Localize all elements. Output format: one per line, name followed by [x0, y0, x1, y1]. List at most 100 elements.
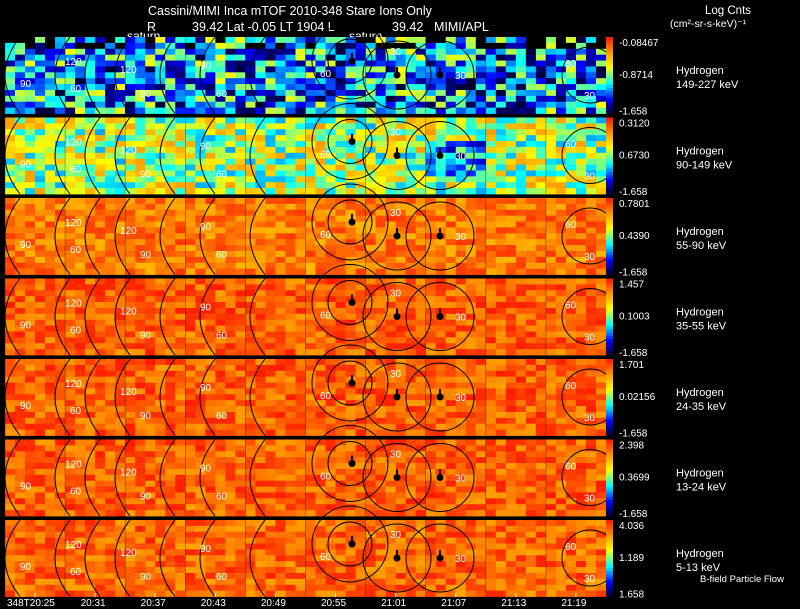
- pixel-cell: [195, 129, 206, 136]
- pixel-cell: [505, 290, 517, 297]
- pixel-cell: [545, 262, 557, 270]
- pixel-cell: [485, 221, 497, 228]
- pixel-cell: [255, 188, 266, 195]
- pixel-cell: [455, 48, 467, 56]
- pixel-cell: [35, 198, 46, 205]
- pixel-cell: [445, 474, 457, 482]
- pixel-cell: [165, 388, 176, 395]
- pixel-cell: [95, 331, 106, 338]
- pixel-cell: [265, 135, 276, 142]
- contour-line: [199, 197, 216, 275]
- pixel-cell: [575, 203, 587, 211]
- pixel-cell: [5, 394, 16, 401]
- pixel-cell: [45, 337, 56, 344]
- pixel-cell: [315, 382, 326, 389]
- pixel-cell: [75, 319, 86, 326]
- pixel-cell: [355, 439, 366, 446]
- pixel-cell: [415, 146, 427, 154]
- pixel-cell: [155, 215, 166, 222]
- pixel-cell: [475, 141, 487, 148]
- pixel-cell: [215, 451, 226, 458]
- pixel-cell: [345, 203, 356, 211]
- pixel-cell: [555, 376, 567, 383]
- pixel-cell: [385, 457, 397, 464]
- pixel-cell: [205, 429, 216, 436]
- pixel-cell: [285, 146, 296, 154]
- pixel-cell: [375, 198, 387, 205]
- pixel-cell: [555, 364, 567, 372]
- pixel-cell: [185, 164, 196, 171]
- pixel-cell: [185, 331, 196, 338]
- pixel-cell: [485, 188, 497, 195]
- pixel-cell: [565, 262, 577, 270]
- pixel-cell: [585, 170, 597, 177]
- pixel-cell: [565, 188, 577, 195]
- pixel-cell: [275, 215, 286, 222]
- image-frame: [365, 439, 427, 517]
- pixel-cell: [55, 84, 66, 91]
- pixel-cell: [325, 423, 336, 431]
- pixel-cell: [295, 319, 306, 326]
- pixel-cell: [175, 463, 186, 470]
- pixel-cell: [475, 429, 487, 436]
- pixel-cell: [275, 313, 286, 321]
- pixel-cell: [105, 268, 116, 275]
- pixel-cell: [335, 302, 346, 309]
- pixel-cell: [75, 233, 86, 240]
- contour-ring: [561, 207, 619, 265]
- pixel-cell: [205, 498, 216, 505]
- pixel-cell: [45, 188, 56, 195]
- pixel-cell: [235, 504, 246, 511]
- pixel-cell: [575, 66, 587, 73]
- pixel-cell: [95, 394, 106, 401]
- pixel-cell: [555, 268, 567, 275]
- pixel-cell: [205, 256, 216, 264]
- pixel-cell: [75, 349, 86, 356]
- pixel-cell: [465, 394, 477, 401]
- pixel-cell: [525, 325, 537, 332]
- pixel-cell: [535, 42, 547, 50]
- pixel-cell: [125, 95, 136, 103]
- pixel-cell: [525, 48, 537, 56]
- saturn-marker-icon: [436, 232, 444, 240]
- pixel-cell: [295, 129, 306, 136]
- pixel-cell: [55, 423, 66, 431]
- pixel-cell: [275, 382, 286, 389]
- pixel-cell: [205, 239, 216, 246]
- pixel-cell: [25, 176, 36, 183]
- contour-line: [84, 197, 101, 275]
- pixel-cell: [395, 89, 407, 97]
- pixel-cell: [445, 370, 457, 378]
- pixel-cell: [215, 331, 226, 338]
- pixel-cell: [295, 95, 306, 103]
- pixel-cell: [475, 72, 487, 79]
- pixel-cell: [465, 439, 477, 446]
- pixel-cell: [395, 504, 407, 511]
- pixel-cell: [565, 123, 577, 130]
- pixel-cell: [365, 382, 377, 389]
- pixel-cell: [15, 256, 26, 264]
- pixel-cell: [535, 89, 547, 97]
- pixel-cell: [25, 95, 36, 103]
- pixel-cell: [125, 388, 136, 395]
- pixel-cell: [295, 152, 306, 160]
- pixel-cell: [565, 307, 577, 315]
- pixel-cell: [545, 337, 557, 344]
- pixel-cell: [375, 278, 387, 285]
- pixel-cell: [5, 135, 16, 142]
- pixel-cell: [125, 146, 136, 154]
- pixel-cell: [375, 331, 387, 338]
- pixel-cell: [535, 262, 547, 270]
- pixel-cell: [215, 233, 226, 240]
- pixel-cell: [305, 463, 316, 470]
- pixel-cell: [315, 480, 326, 487]
- pixel-cell: [215, 215, 226, 222]
- pixel-cell: [125, 343, 136, 350]
- pixel-cell: [15, 101, 26, 109]
- pixel-cell: [435, 302, 447, 309]
- pixel-cell: [255, 158, 266, 165]
- pixel-cell: [155, 498, 166, 505]
- pixel-cell: [455, 417, 467, 425]
- pixel-cell: [115, 239, 126, 246]
- pixel-cell: [35, 423, 46, 431]
